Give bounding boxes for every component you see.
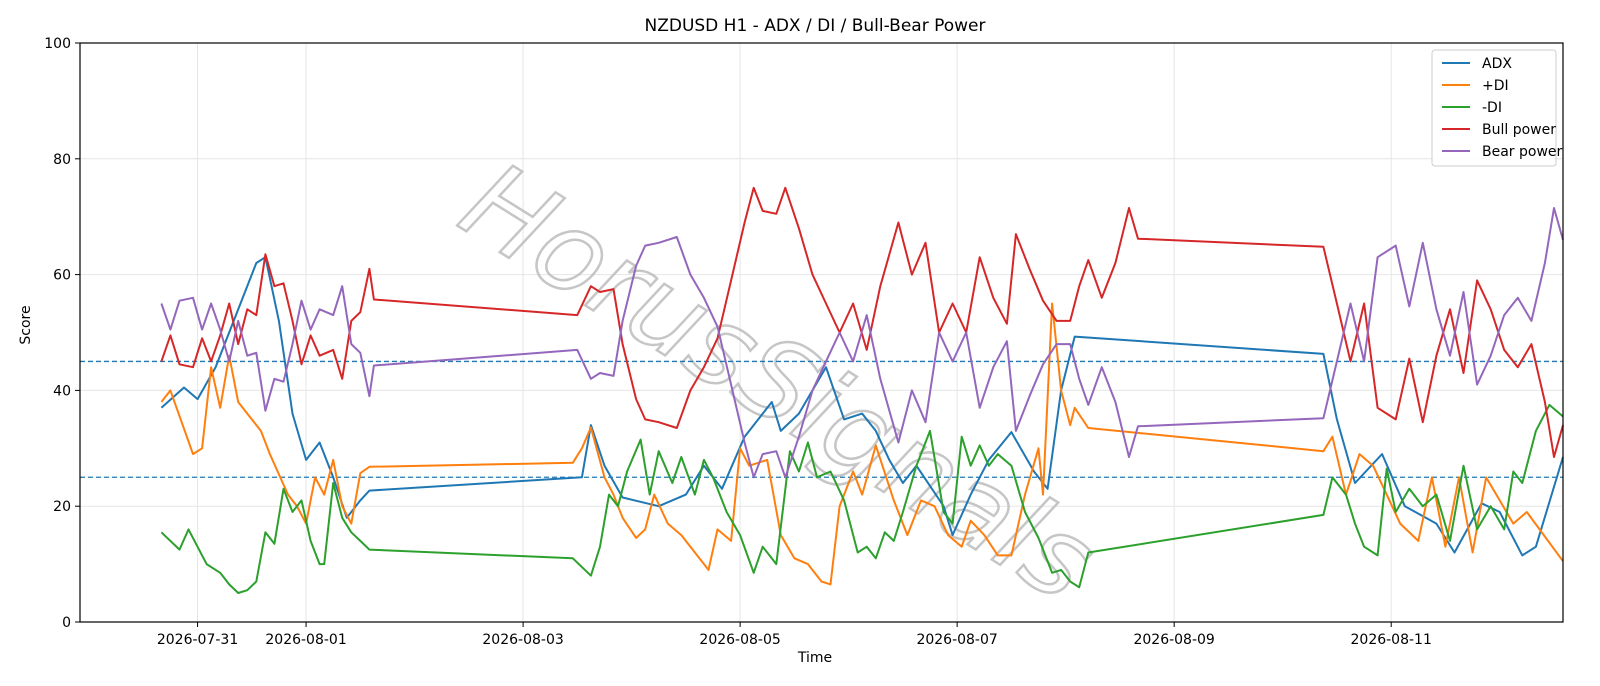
- x-tick-label: 2026-08-11: [1351, 632, 1432, 648]
- legend: ADX +DI -DI Bull power Bear power: [1431, 49, 1563, 167]
- y-tick-label: 100: [44, 36, 71, 52]
- series--di: [160, 403, 1564, 594]
- series-bull-power: [160, 186, 1564, 458]
- legend-box: [1431, 49, 1557, 167]
- legend-label-adx: ADX: [1482, 56, 1512, 72]
- chart-title: NZDUSD H1 - ADX / DI / Bull-Bear Power: [644, 16, 985, 36]
- legend-label-bear-power: Bear power: [1482, 144, 1563, 160]
- plot-frame: [79, 42, 1564, 623]
- y-tick-label: 40: [53, 383, 71, 399]
- y-tick-label: 20: [53, 499, 71, 515]
- series-lines: [160, 186, 1564, 594]
- series-adx: [160, 256, 1564, 557]
- legend-label--di: -DI: [1482, 100, 1502, 116]
- series-bear-power: [160, 207, 1564, 479]
- y-axis: 0 20 40 60 80 100: [44, 36, 80, 631]
- y-tick-label: 60: [53, 268, 71, 284]
- series--di: [160, 302, 1564, 586]
- legend-label--di: +DI: [1482, 78, 1509, 94]
- legend-label-bull-power: Bull power: [1482, 122, 1556, 138]
- y-tick-label: 0: [62, 615, 71, 631]
- x-tick-label: 2026-08-01: [265, 632, 346, 648]
- threshold-lines: [80, 360, 1563, 478]
- x-tick-label: 2026-07-31: [157, 632, 238, 648]
- x-axis: 2026-07-31 2026-08-01 2026-08-03 2026-08-05…: [157, 622, 1432, 648]
- x-tick-label: 2026-08-03: [482, 632, 563, 648]
- x-tick-label: 2026-08-09: [1133, 632, 1214, 648]
- y-axis-title: Score: [18, 305, 34, 344]
- x-tick-label: 2026-08-07: [916, 632, 997, 648]
- x-axis-title: Time: [797, 650, 832, 666]
- x-tick-label: 2026-08-05: [699, 632, 780, 648]
- y-tick-label: 80: [53, 152, 71, 168]
